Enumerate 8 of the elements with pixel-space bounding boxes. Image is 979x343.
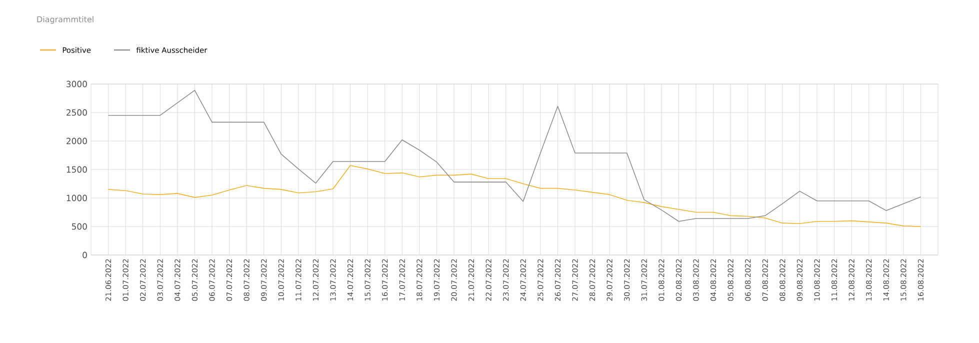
line-series: [108, 165, 922, 227]
y-tick-label: 2000: [66, 138, 87, 144]
y-tick-label: 1500: [66, 166, 87, 173]
y-tick-label: 3000: [66, 80, 87, 88]
y-tick-label: 1000: [66, 194, 87, 202]
y-tick-label: 2500: [66, 109, 87, 116]
y-tick-label: 500: [72, 223, 87, 230]
y-tick-label: 0: [82, 252, 87, 258]
